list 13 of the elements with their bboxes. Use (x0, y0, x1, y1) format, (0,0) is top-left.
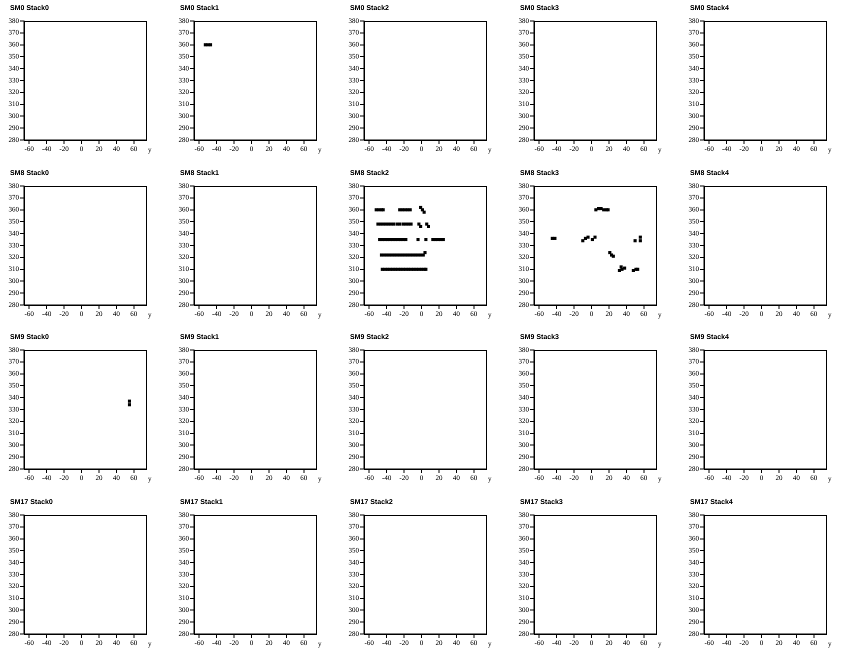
point (594, 208, 598, 212)
point (634, 239, 637, 242)
point (586, 236, 590, 239)
point (553, 236, 556, 240)
point (602, 208, 606, 212)
point (623, 266, 626, 270)
point (638, 236, 642, 239)
point (590, 238, 594, 242)
point (581, 239, 584, 242)
point (550, 236, 554, 240)
point (620, 265, 623, 268)
point (638, 239, 642, 242)
point (593, 236, 597, 239)
